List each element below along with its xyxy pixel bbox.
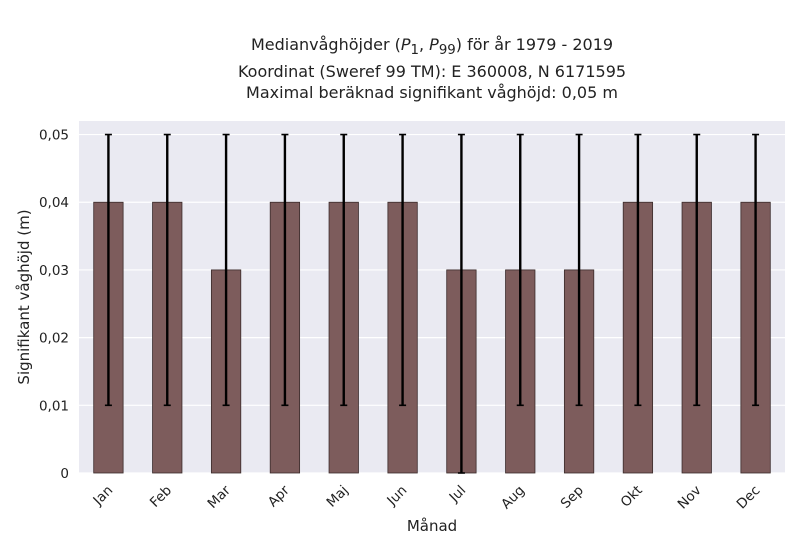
title-line-2: Koordinat (Sweref 99 TM): E 360008, N 61… [237,62,627,82]
y-axis-ticks: 0 0,01 0,02 0,03 0,04 0,05 [39,128,69,482]
y-tick-label: 0,01 [39,398,69,414]
title-line-1: Medianvåghöjder (P1, P99) för år 1979 - … [250,35,614,59]
x-tick-label: Okt [618,483,646,511]
x-tick-label: Mar [205,482,235,512]
x-tick-label: Jun [383,483,410,510]
x-tick-label: Jul [446,483,470,507]
x-tick-label: Apr [265,482,293,510]
x-axis-ticks: Jan Feb Mar Apr Maj Jun Jul Aug Sep Okt Nov Dec [90,482,764,512]
chart-title: Medianvåghöjder (P1, P99) för år 1979 - … [0,34,800,103]
x-axis-label: Månad [407,517,457,535]
title-line-3: Maximal beräknad signifikant våghöjd: 0,… [246,83,618,103]
y-axis-label: Signifikant våghöjd (m) [15,209,33,384]
x-tick-label: Feb [147,483,175,511]
grid-lines [79,133,785,474]
y-tick-label: 0,04 [39,195,69,211]
x-tick-label: Maj [324,483,352,511]
x-tick-label: Jan [90,483,117,510]
error-bars [104,133,760,474]
y-tick-label: 0,05 [39,128,69,144]
y-tick-label: 0,02 [39,331,69,347]
y-tick-label: 0 [60,466,69,482]
y-tick-label: 0,03 [39,263,69,279]
x-tick-label: Dec [734,483,764,513]
plot-area [79,121,785,473]
x-tick-label: Aug [498,483,528,513]
x-tick-label: Nov [675,483,705,513]
x-tick-label: Sep [558,483,587,512]
